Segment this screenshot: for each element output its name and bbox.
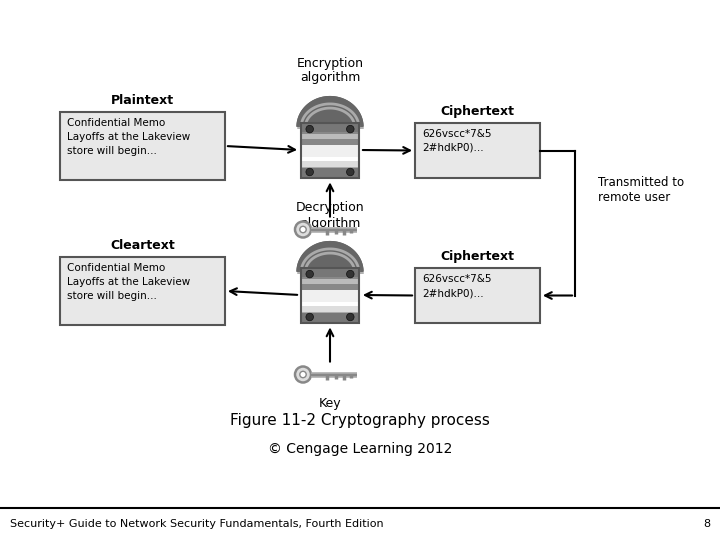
Bar <box>301 289 359 295</box>
Circle shape <box>295 221 311 238</box>
Bar <box>301 289 359 302</box>
Bar <box>301 267 359 278</box>
Bar <box>301 167 359 178</box>
Text: Figure 11-2 Cryptography process: Figure 11-2 Cryptography process <box>230 413 490 428</box>
Bar <box>301 295 359 300</box>
FancyBboxPatch shape <box>415 268 540 323</box>
Text: Key: Key <box>319 253 341 266</box>
Text: Plaintext: Plaintext <box>111 94 174 107</box>
Bar <box>301 306 359 312</box>
Bar <box>301 123 359 128</box>
Circle shape <box>306 168 313 176</box>
Bar <box>301 273 359 279</box>
Text: Key: Key <box>319 397 341 410</box>
Circle shape <box>306 125 313 133</box>
Text: Ciphertext: Ciphertext <box>441 105 515 118</box>
Bar <box>301 139 359 145</box>
Text: Ciphertext: Ciphertext <box>441 250 515 263</box>
Text: © Cengage Learning 2012: © Cengage Learning 2012 <box>268 442 452 456</box>
Bar <box>301 128 359 133</box>
Bar <box>301 150 359 156</box>
Circle shape <box>300 226 306 233</box>
Circle shape <box>300 372 306 377</box>
Bar <box>301 156 359 161</box>
Bar <box>301 300 359 306</box>
Circle shape <box>346 313 354 321</box>
Bar <box>301 123 359 132</box>
Circle shape <box>346 271 354 278</box>
Text: Decryption
algorithm: Decryption algorithm <box>296 201 364 229</box>
Bar <box>301 161 359 166</box>
Bar <box>301 172 359 178</box>
Bar <box>301 123 359 178</box>
Circle shape <box>346 125 354 133</box>
Bar <box>301 267 359 322</box>
Text: Confidential Memo
Layoffs at the Lakeview
store will begin...: Confidential Memo Layoffs at the Lakevie… <box>67 118 190 156</box>
Text: Cleartext: Cleartext <box>110 239 175 252</box>
Circle shape <box>295 367 311 382</box>
Text: 626vscc*7&5
2#hdkP0)...: 626vscc*7&5 2#hdkP0)... <box>422 274 492 298</box>
FancyBboxPatch shape <box>415 123 540 178</box>
Text: Confidential Memo
Layoffs at the Lakeview
store will begin...: Confidential Memo Layoffs at the Lakevie… <box>67 263 190 301</box>
Bar <box>301 145 359 157</box>
Bar <box>301 317 359 322</box>
Bar <box>301 133 359 139</box>
Text: 8: 8 <box>703 519 710 529</box>
Bar <box>301 284 359 289</box>
Text: Security+ Guide to Network Security Fundamentals, Fourth Edition: Security+ Guide to Network Security Fund… <box>10 519 384 529</box>
FancyBboxPatch shape <box>60 112 225 180</box>
Circle shape <box>346 168 354 176</box>
Bar <box>301 166 359 172</box>
Text: 626vscc*7&5
2#hdkP0)...: 626vscc*7&5 2#hdkP0)... <box>422 129 492 153</box>
Bar <box>301 267 359 273</box>
FancyBboxPatch shape <box>60 257 225 325</box>
Text: Transmitted to
remote user: Transmitted to remote user <box>598 176 684 204</box>
Text: Encryption
algorithm: Encryption algorithm <box>297 57 364 84</box>
Bar <box>301 145 359 150</box>
Bar <box>301 312 359 317</box>
Circle shape <box>306 313 313 321</box>
Circle shape <box>306 271 313 278</box>
Bar <box>301 313 359 322</box>
Bar <box>301 279 359 284</box>
